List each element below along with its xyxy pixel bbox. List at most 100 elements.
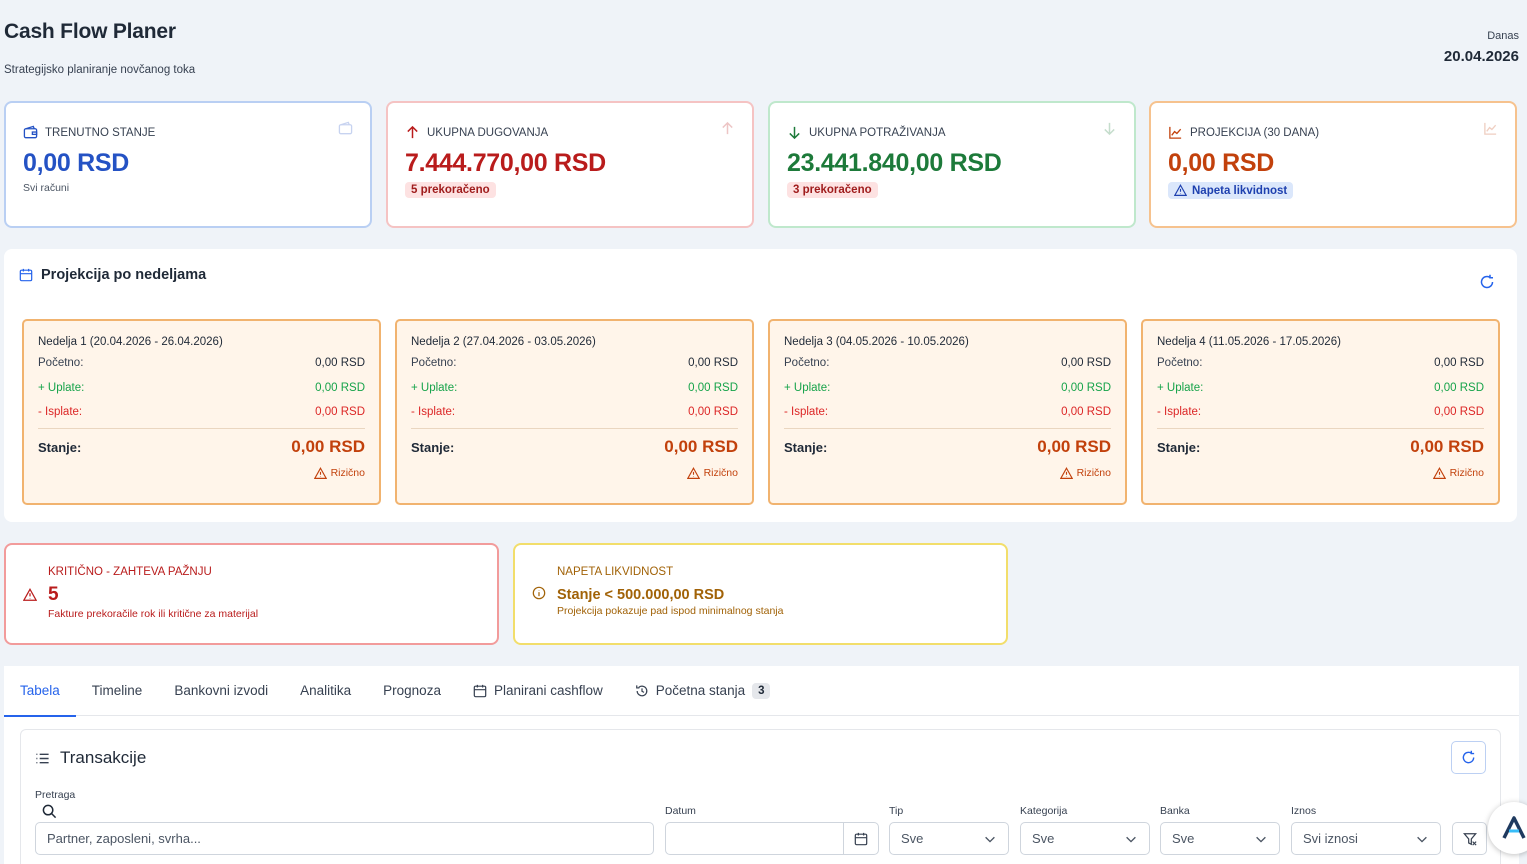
- warning-icon: [1059, 466, 1073, 479]
- arrow-down-icon: [789, 126, 800, 140]
- divider: [1157, 427, 1484, 429]
- start-value: 0,00 RSD: [1434, 357, 1484, 369]
- divider: [411, 427, 738, 429]
- assistant-button[interactable]: [1488, 802, 1527, 854]
- risk-badge: Rizično: [784, 466, 1111, 480]
- tab-analytics[interactable]: Analitika: [284, 666, 367, 716]
- tab-label: Početna stanja: [655, 683, 746, 698]
- info-icon: [532, 586, 546, 600]
- warning-icon: [1432, 466, 1446, 479]
- search-label: Pretraga: [35, 789, 76, 801]
- outflow-value: 0,00 RSD: [1061, 406, 1111, 418]
- tab-timeline[interactable]: Timeline: [76, 666, 159, 716]
- stat-label: UKUPNA DUGOVANJA: [427, 126, 549, 139]
- refresh-icon[interactable]: [1479, 274, 1495, 290]
- tab-label: Timeline: [91, 683, 143, 698]
- start-value: 0,00 RSD: [315, 357, 365, 369]
- chevron-down-icon: [985, 836, 995, 843]
- risk-badge: Rizično: [38, 466, 365, 480]
- week-title: Nedelja 2 (27.04.2026 - 03.05.2026): [411, 336, 596, 348]
- calendar-icon: [19, 268, 33, 282]
- arrow-down-icon: [1104, 122, 1115, 136]
- inflow-value: 0,00 RSD: [1434, 381, 1484, 394]
- tab-opening-balances[interactable]: Početna stanja 3: [619, 666, 787, 716]
- date-input[interactable]: [665, 822, 879, 855]
- amount-value: Svi iznosi: [1303, 831, 1358, 846]
- stat-value: 0,00 RSD: [23, 149, 129, 177]
- alert-value: Stanje < 500.000,00 RSD: [557, 587, 725, 603]
- chevron-down-icon: [1256, 836, 1266, 843]
- refresh-icon: [1462, 750, 1475, 764]
- inflow-value: 0,00 RSD: [688, 381, 738, 394]
- transactions-title: Transakcije: [35, 748, 146, 768]
- tab-label: Analitika: [300, 683, 352, 698]
- start-value: 0,00 RSD: [688, 357, 738, 369]
- tab-bar: Tabela Timeline Bankovni izvodi Analitik…: [4, 666, 1519, 717]
- alert-title: KRITIČNO - ZAHTEVA PAŽNJU: [48, 566, 212, 578]
- date-picker-button[interactable]: [843, 823, 878, 854]
- warning-icon: [313, 466, 327, 479]
- chevron-down-icon: [1417, 836, 1427, 843]
- balance-label: Stanje:: [38, 439, 82, 455]
- tab-forecast[interactable]: Prognoza: [367, 666, 457, 716]
- history-icon: [635, 684, 648, 696]
- balance-value: 0,00 RSD: [1410, 436, 1484, 456]
- risk-text: Rizično: [1449, 467, 1484, 479]
- week-title: Nedelja 3 (04.05.2026 - 10.05.2026): [784, 336, 969, 348]
- stat-value: 0,00 RSD: [1168, 149, 1274, 177]
- transactions-title-text: Transakcije: [60, 748, 147, 767]
- type-select[interactable]: Sve: [889, 822, 1009, 855]
- risk-badge: Rizično: [411, 466, 738, 480]
- alert-title: NAPETA LIKVIDNOST: [557, 566, 674, 578]
- overdue-badge: 3 prekoračeno: [787, 182, 878, 198]
- trend-chart-icon: [1169, 126, 1182, 139]
- risk-text: Rizično: [703, 467, 738, 479]
- liquidity-badge-text: Napeta likvidnost: [1192, 184, 1288, 197]
- amount-label: Iznos: [1291, 805, 1317, 817]
- liquidity-badge: Napeta likvidnost: [1168, 182, 1294, 199]
- tab-table[interactable]: Tabela: [4, 666, 76, 717]
- bank-label: Banka: [1160, 805, 1190, 817]
- tab-planned-cashflow[interactable]: Planirani cashflow: [457, 666, 619, 716]
- calendar-icon: [473, 684, 487, 697]
- tab-label: Prognoza: [383, 683, 441, 698]
- tab-bank-statements[interactable]: Bankovni izvodi: [158, 666, 284, 716]
- inflow-label: + Uplate:: [411, 381, 458, 394]
- inflow-value: 0,00 RSD: [315, 381, 365, 394]
- arrow-up-icon: [407, 125, 418, 139]
- search-input[interactable]: Partner, zaposleni, svrha...: [35, 822, 654, 855]
- week-card-1: Nedelja 1 (20.04.2026 - 26.04.2026) Poče…: [22, 319, 381, 505]
- weekly-projection-title: Projekcija po nedeljama: [19, 267, 206, 283]
- balance-value: 0,00 RSD: [664, 436, 738, 456]
- stat-label: TRENUTNO STANJE: [45, 126, 156, 139]
- stat-card-total-receivables: UKUPNA POTRAŽIVANJA 23.441.840,00 RSD 3 …: [768, 101, 1136, 228]
- refresh-button[interactable]: [1451, 741, 1486, 774]
- start-label: Početno:: [784, 357, 830, 369]
- assistant-logo-icon: [1502, 816, 1526, 839]
- clear-filters-button[interactable]: [1452, 822, 1487, 855]
- category-value: Sve: [1032, 831, 1055, 846]
- alert-description: Fakture prekoračile rok ili kritične za …: [48, 608, 259, 620]
- type-value: Sve: [901, 831, 924, 846]
- stat-value: 23.441.840,00 RSD: [787, 149, 1002, 177]
- bank-value: Sve: [1172, 831, 1195, 846]
- balance-label: Stanje:: [411, 439, 455, 455]
- start-label: Početno:: [1157, 357, 1203, 369]
- stat-subtext: Svi računi: [23, 182, 70, 194]
- week-card-4: Nedelja 4 (11.05.2026 - 17.05.2026) Poče…: [1141, 319, 1500, 505]
- risk-text: Rizično: [330, 467, 365, 479]
- bank-select[interactable]: Sve: [1160, 822, 1280, 855]
- page-header: Cash Flow Planer Strategijsko planiranje…: [4, 20, 1519, 76]
- category-select[interactable]: Sve: [1020, 822, 1150, 855]
- search-icon: [42, 804, 57, 819]
- outflow-label: - Isplate:: [411, 406, 456, 418]
- start-label: Početno:: [411, 357, 457, 369]
- stat-card-projection: PROJEKCIJA (30 DANA) 0,00 RSD Napeta lik…: [1149, 101, 1517, 228]
- stat-label: PROJEKCIJA (30 DANA): [1190, 126, 1320, 139]
- warning-icon: [686, 466, 700, 479]
- amount-select[interactable]: Svi iznosi: [1291, 822, 1441, 855]
- tabs-panel: Tabela Timeline Bankovni izvodi Analitik…: [4, 666, 1519, 864]
- risk-badge: Rizično: [1157, 466, 1484, 480]
- count-badge: 3: [752, 682, 771, 699]
- outflow-value: 0,00 RSD: [1434, 406, 1484, 418]
